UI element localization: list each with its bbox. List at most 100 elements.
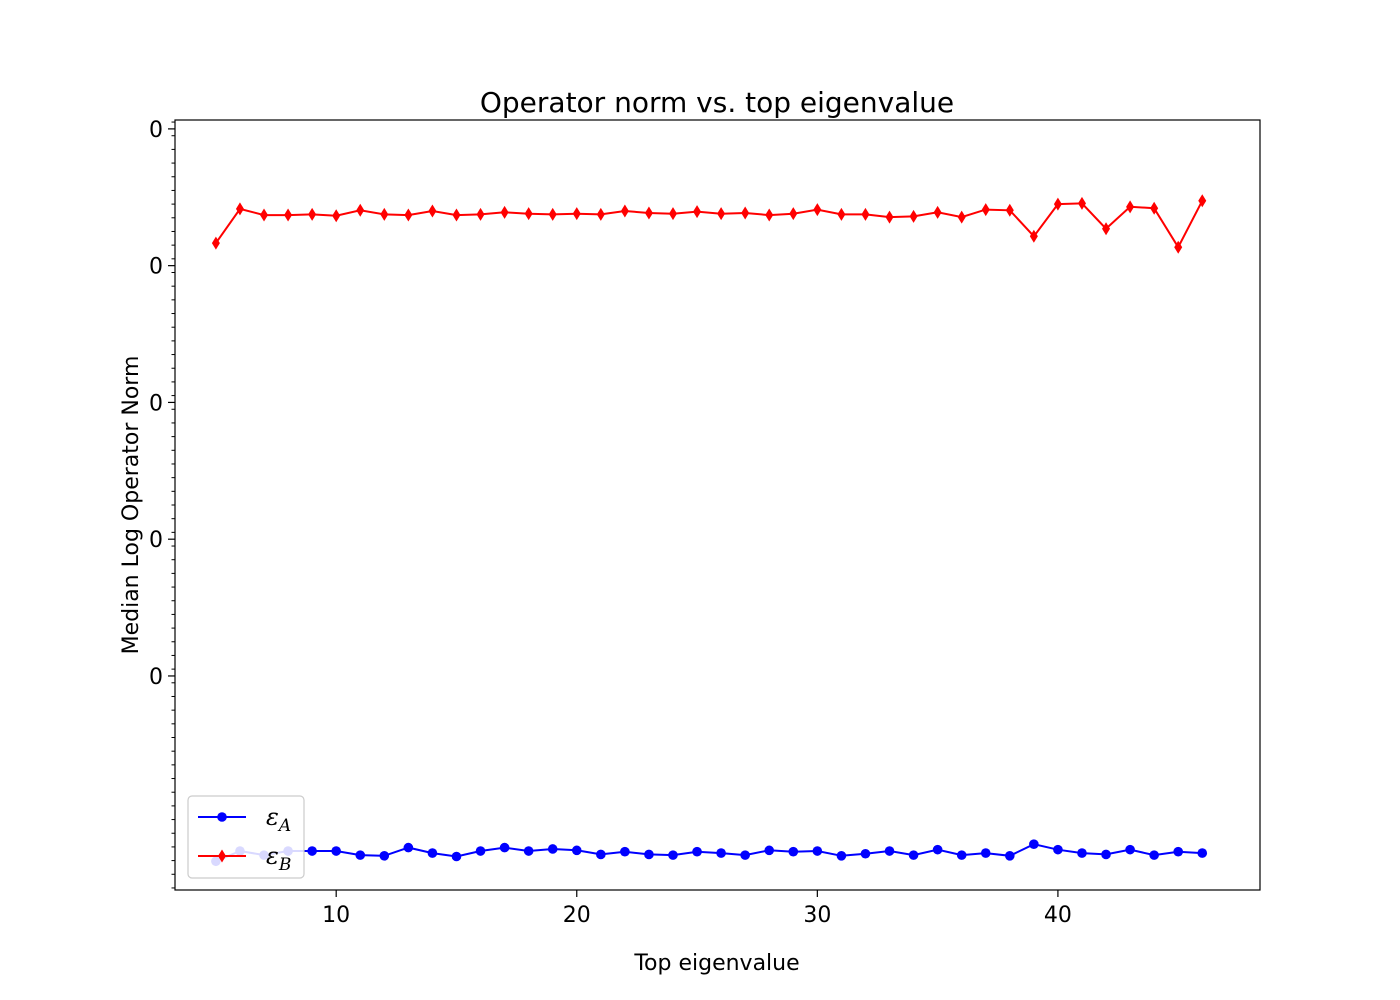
y-tick-label: 0: [149, 528, 163, 553]
series-2-point: [933, 205, 942, 219]
series-2-point: [380, 207, 389, 221]
series-2-point: [837, 207, 846, 221]
series-2-point: [957, 210, 966, 224]
series-1-point: [764, 845, 775, 856]
legend-label-1: εA: [266, 803, 291, 836]
series-2-point: [1005, 203, 1014, 217]
series-2-point: [1126, 200, 1135, 214]
series-1-point: [908, 850, 919, 860]
series-2-point: [741, 206, 750, 220]
plot-area: 0 0 0 0 0 10 20 30 40 εA εB: [149, 118, 1261, 928]
series-2-point: [981, 203, 990, 217]
y-tick-label: 0: [149, 391, 163, 416]
series-2-point: [1102, 222, 1111, 236]
series-1-point: [596, 849, 606, 860]
series-2-point: [524, 207, 533, 221]
series-2-point: [500, 205, 509, 219]
series-2-point: [332, 209, 341, 223]
series-1-point: [1101, 849, 1111, 860]
series-1-point: [740, 850, 750, 860]
series-1-point: [307, 846, 317, 856]
series-2-point: [308, 207, 317, 221]
series-1-point: [620, 846, 630, 857]
series-2-point: [596, 207, 605, 221]
series-1-point: [1005, 851, 1015, 861]
series-2-point: [1198, 194, 1207, 208]
series-2-point: [644, 206, 653, 220]
series-2-point: [572, 207, 581, 221]
series-2-point: [548, 207, 557, 221]
x-tick-label: 10: [322, 903, 350, 928]
series-2-point: [717, 207, 726, 221]
series-1-point: [475, 846, 486, 856]
series-1-point: [884, 846, 895, 856]
series-1-point: [1149, 850, 1159, 860]
series-2-point: [765, 208, 774, 222]
series-2-point: [404, 208, 413, 222]
legend-marker-1: [217, 812, 227, 822]
series-2-point: [235, 202, 244, 216]
x-tick-label: 20: [563, 903, 591, 928]
legend-label-2: εB: [266, 842, 291, 875]
series-1-point: [355, 850, 366, 860]
series-1-point: [836, 851, 847, 861]
series-1-point: [1197, 848, 1208, 858]
series-1-point: [1173, 846, 1184, 857]
series-2-point: [885, 210, 894, 224]
series-1-point: [451, 851, 462, 862]
series-line-2: [215, 200, 1204, 250]
series-2-point: [813, 203, 822, 217]
series-1-point: [932, 844, 943, 855]
series-2-point: [1053, 197, 1062, 211]
series-2-point: [1077, 196, 1086, 210]
series-2-point: [620, 204, 629, 218]
series-2-point: [260, 208, 269, 222]
series-1-point: [644, 849, 654, 860]
legend-marker-2: [218, 849, 226, 863]
series-1-point: [980, 848, 991, 858]
series-1-point: [571, 845, 582, 856]
series-1-point: [668, 850, 678, 860]
series-1-point: [716, 848, 726, 858]
series-1-point: [956, 850, 967, 860]
series-1-point: [331, 846, 341, 856]
series-2-point: [909, 209, 918, 223]
series-2-point: [1029, 229, 1038, 243]
y-tick-label: 0: [149, 255, 163, 280]
y-tick-label: 0: [149, 665, 163, 690]
x-tick-label: 30: [803, 903, 831, 928]
series-1-point: [1029, 839, 1039, 849]
series-2-point: [284, 208, 293, 222]
axes-frame: [174, 119, 1261, 891]
series-2-point: [452, 208, 461, 222]
series-2-point: [693, 205, 702, 219]
series-1-point: [403, 842, 414, 853]
series-1-point: [1053, 844, 1063, 855]
series-2-point: [1174, 240, 1183, 254]
series-1-point: [547, 844, 558, 854]
series-1-point: [1077, 848, 1087, 858]
series-1-point: [499, 842, 510, 853]
series-1-point: [692, 846, 702, 857]
series-1-point: [379, 851, 390, 861]
series-1-point: [788, 846, 799, 857]
series-2-point: [789, 207, 798, 221]
series-2-point: [356, 203, 365, 217]
series-2-point: [668, 207, 677, 221]
series-2-point: [1150, 201, 1159, 215]
series-1-point: [812, 846, 823, 856]
series-1-point: [427, 848, 438, 858]
series-2-point: [476, 207, 485, 221]
series-1-point: [523, 846, 534, 856]
series-2-point: [428, 204, 437, 218]
chart-title: Operator norm vs. top eigenvalue: [480, 86, 954, 119]
y-tick-label: 0: [149, 118, 163, 143]
series-2-point: [211, 236, 220, 250]
x-tick-label: 40: [1044, 903, 1072, 928]
series-1-point: [860, 848, 871, 859]
series-1-point: [1125, 844, 1135, 855]
x-axis-label: Top eigenvalue: [633, 951, 799, 976]
y-axis-label: Median Log Operator Norm: [119, 356, 144, 655]
series-2-point: [861, 207, 870, 221]
